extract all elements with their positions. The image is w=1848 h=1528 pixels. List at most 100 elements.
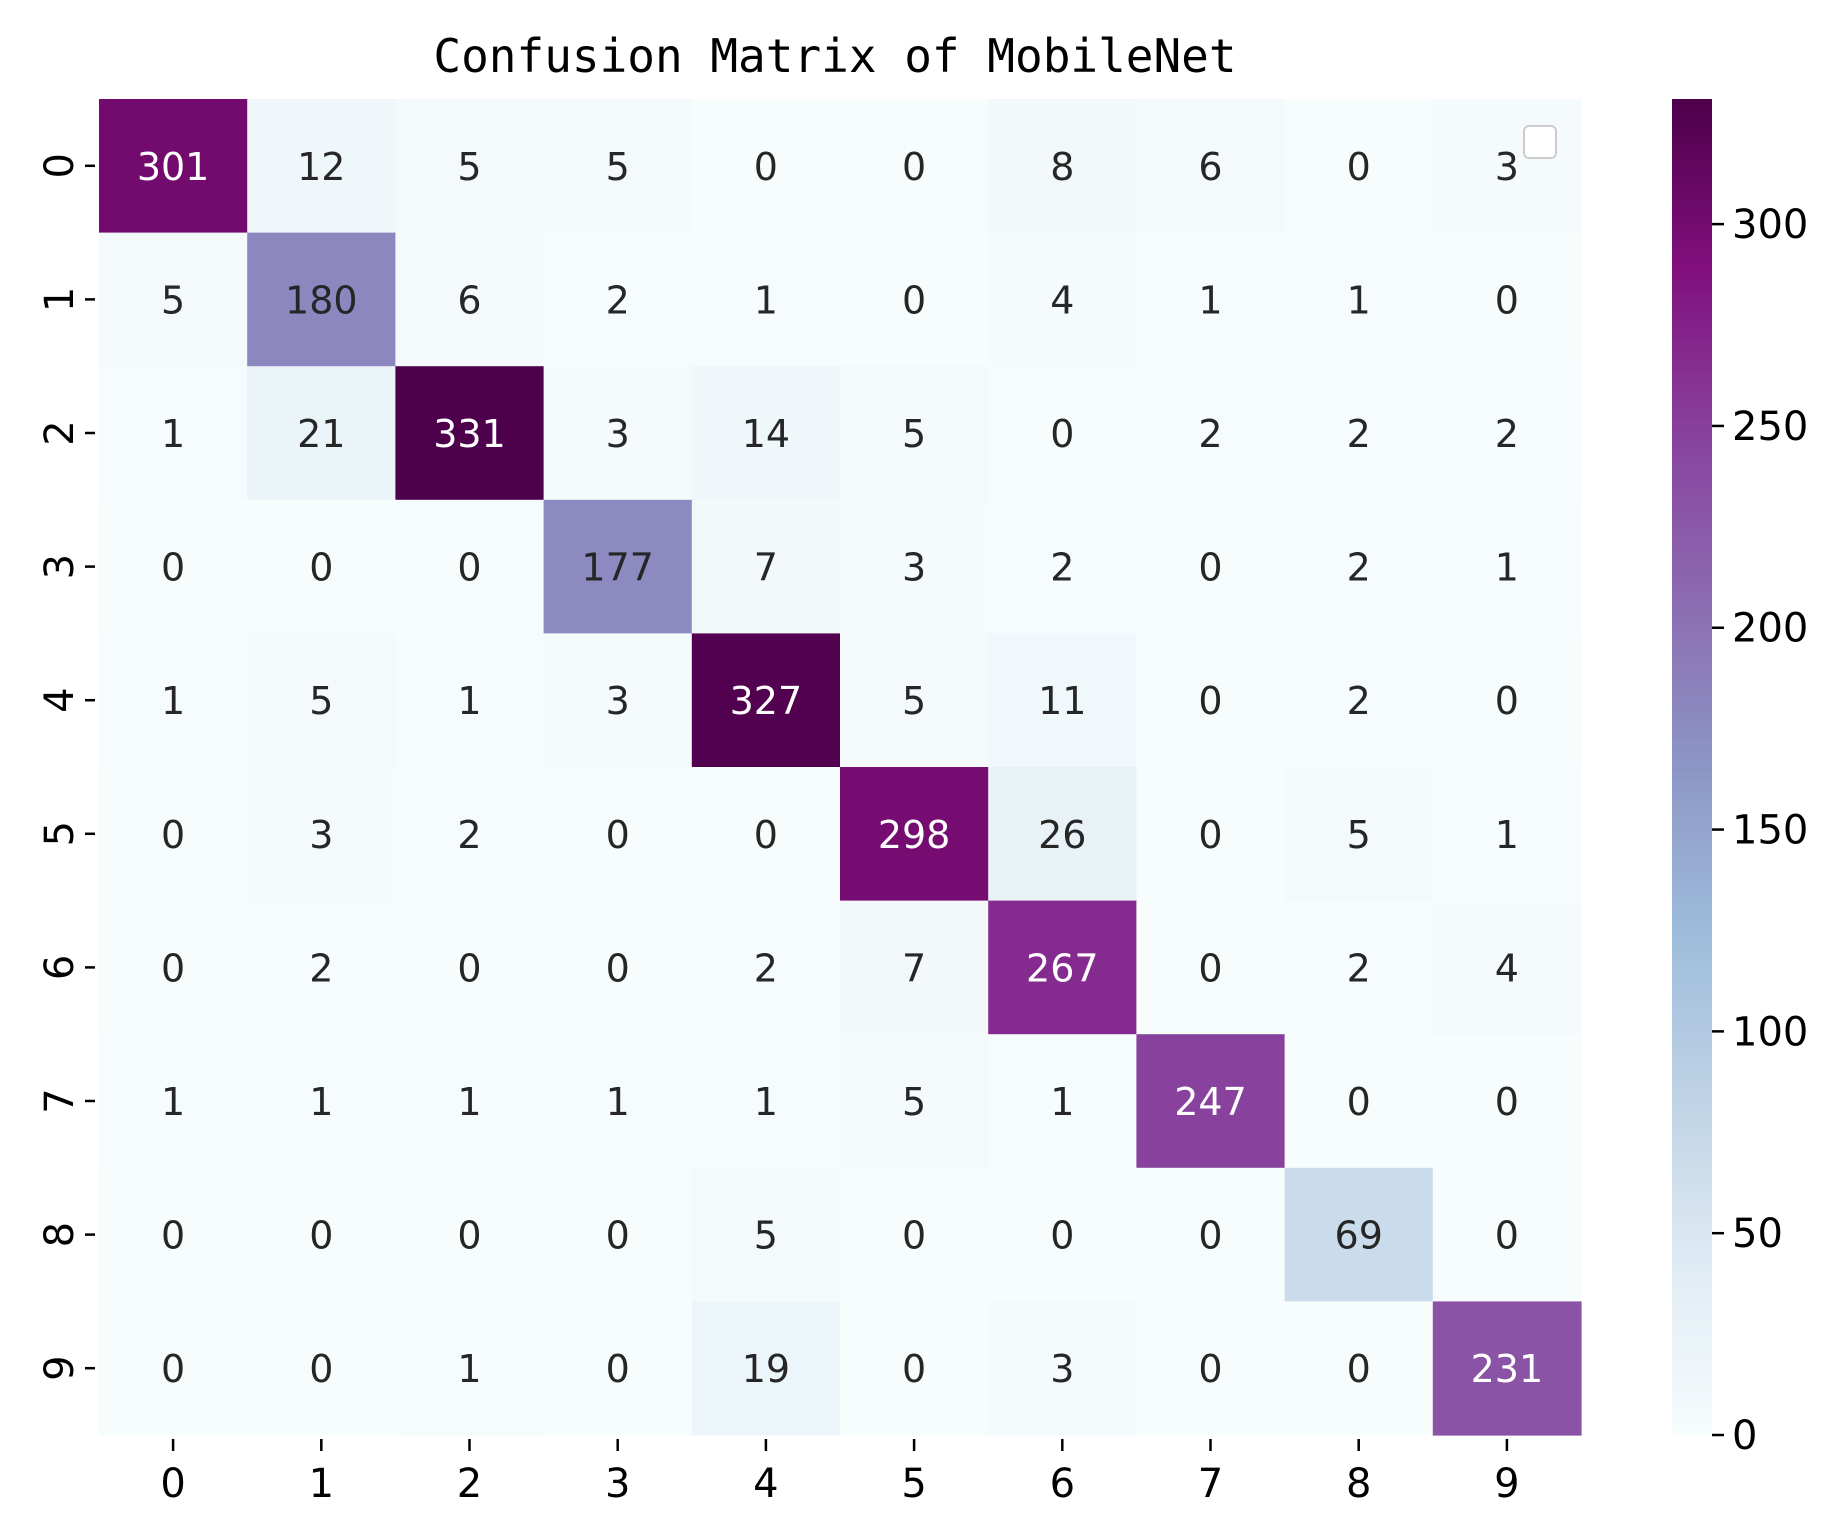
cell-value-label: 1 xyxy=(1495,813,1519,857)
cell-value-label: 0 xyxy=(309,1214,333,1258)
cell-value-label: 1 xyxy=(1347,278,1371,322)
cell-value-label: 1 xyxy=(457,1347,481,1391)
colorbar-gradient xyxy=(1672,99,1712,1435)
cell-value-label: 2 xyxy=(1347,946,1371,990)
cell-value-label: 14 xyxy=(742,412,790,456)
legend-box xyxy=(1524,126,1556,158)
cell-value-label: 0 xyxy=(457,546,481,590)
cell-value-label: 0 xyxy=(606,813,630,857)
cell-value-label: 0 xyxy=(1495,1214,1519,1258)
cell-value-label: 231 xyxy=(1471,1347,1544,1391)
cell-value-label: 3 xyxy=(1050,1347,1074,1391)
cell-value-label: 177 xyxy=(581,546,654,590)
cell-value-label: 0 xyxy=(902,1214,926,1258)
cell-value-label: 0 xyxy=(457,946,481,990)
x-axis: 0 1 2 3 4 5 6 7 8 9 xyxy=(160,1439,1519,1507)
chart-title: Confusion Matrix of MobileNet xyxy=(433,29,1236,83)
cell-value-label: 0 xyxy=(1495,1080,1519,1124)
cell-value-label: 5 xyxy=(309,679,333,723)
cell-value-label: 1 xyxy=(606,1080,630,1124)
cell-value-label: 5 xyxy=(902,679,926,723)
cell-value-label: 2 xyxy=(1050,546,1074,590)
cell-value-label: 2 xyxy=(1347,679,1371,723)
cell-value-label: 0 xyxy=(1198,946,1222,990)
cell-value-label: 0 xyxy=(1347,1347,1371,1391)
cell-value-label: 6 xyxy=(1198,145,1222,189)
cell-value-label: 8 xyxy=(1050,145,1074,189)
y-tick-label: 8 xyxy=(37,1222,83,1247)
cell-value-label: 1 xyxy=(457,1080,481,1124)
cell-value-label: 4 xyxy=(1050,278,1074,322)
cell-value-label: 21 xyxy=(297,412,345,456)
cell-value-label: 5 xyxy=(754,1214,778,1258)
cell-value-label: 2 xyxy=(754,946,778,990)
cell-value-label: 0 xyxy=(754,813,778,857)
x-tick-label: 0 xyxy=(160,1461,185,1507)
y-tick-label: 0 xyxy=(37,153,83,178)
x-tick-label: 2 xyxy=(457,1461,482,1507)
cell-value-label: 69 xyxy=(1335,1214,1383,1258)
cell-value-label: 7 xyxy=(902,946,926,990)
cell-value-label: 26 xyxy=(1038,813,1086,857)
cell-value-label: 2 xyxy=(1495,412,1519,456)
cell-value-label: 1 xyxy=(754,1080,778,1124)
cell-value-label: 0 xyxy=(1347,145,1371,189)
cell-value-label: 0 xyxy=(902,1347,926,1391)
x-tick-label: 7 xyxy=(1198,1461,1223,1507)
y-tick-label: 1 xyxy=(37,287,83,312)
cell-value-label: 1 xyxy=(161,679,185,723)
cell-value-label: 247 xyxy=(1174,1080,1247,1124)
cell-value-label: 0 xyxy=(161,1214,185,1258)
y-tick-label: 5 xyxy=(37,821,83,846)
cell-value-label: 1 xyxy=(754,278,778,322)
colorbar: 050100150200250300 xyxy=(1672,99,1808,1459)
cell-value-label: 0 xyxy=(1198,813,1222,857)
cell-value-label: 3 xyxy=(309,813,333,857)
cell-value-label: 2 xyxy=(1347,412,1371,456)
x-tick-label: 4 xyxy=(753,1461,778,1507)
cell-value-label: 0 xyxy=(1495,278,1519,322)
cell-value-label: 7 xyxy=(754,546,778,590)
cell-value-label: 6 xyxy=(457,278,481,322)
cell-value-label: 1 xyxy=(1495,546,1519,590)
cell-value-label: 301 xyxy=(137,145,210,189)
y-axis: 0123456789 xyxy=(37,153,95,1381)
cell-value-label: 3 xyxy=(606,679,630,723)
cell-value-label: 3 xyxy=(902,546,926,590)
cell-value-label: 1 xyxy=(457,679,481,723)
y-tick-label: 7 xyxy=(37,1088,83,1113)
cell-value-label: 19 xyxy=(742,1347,790,1391)
y-tick-label: 2 xyxy=(37,420,83,445)
cell-value-label: 0 xyxy=(1198,679,1222,723)
cell-value-label: 5 xyxy=(457,145,481,189)
cell-value-label: 331 xyxy=(433,412,506,456)
cell-value-label: 12 xyxy=(297,145,345,189)
cell-value-label: 0 xyxy=(1050,1214,1074,1258)
cell-value-label: 0 xyxy=(161,546,185,590)
cell-value-label: 1 xyxy=(309,1080,333,1124)
cell-value-label: 2 xyxy=(606,278,630,322)
cell-value-label: 11 xyxy=(1038,679,1086,723)
colorbar-tick-label: 300 xyxy=(1732,202,1808,248)
cell-value-label: 267 xyxy=(1026,946,1099,990)
colorbar-tick-label: 0 xyxy=(1732,1413,1757,1459)
y-tick-label: 3 xyxy=(37,554,83,579)
cell-value-label: 0 xyxy=(1050,412,1074,456)
cell-value-label: 0 xyxy=(606,1214,630,1258)
x-tick-label: 1 xyxy=(309,1461,334,1507)
y-tick-label: 4 xyxy=(37,687,83,712)
x-tick-label: 8 xyxy=(1346,1461,1371,1507)
cell-value-label: 0 xyxy=(606,1347,630,1391)
x-tick-label: 6 xyxy=(1050,1461,1075,1507)
cell-value-label: 0 xyxy=(457,1214,481,1258)
cell-value-label: 5 xyxy=(161,278,185,322)
colorbar-tick-label: 200 xyxy=(1732,606,1808,652)
cell-value-label: 2 xyxy=(1198,412,1222,456)
cell-value-label: 0 xyxy=(754,145,778,189)
cell-value-label: 1 xyxy=(161,412,185,456)
cell-value-label: 0 xyxy=(1495,679,1519,723)
cell-value-label: 0 xyxy=(161,946,185,990)
cell-value-label: 0 xyxy=(902,278,926,322)
